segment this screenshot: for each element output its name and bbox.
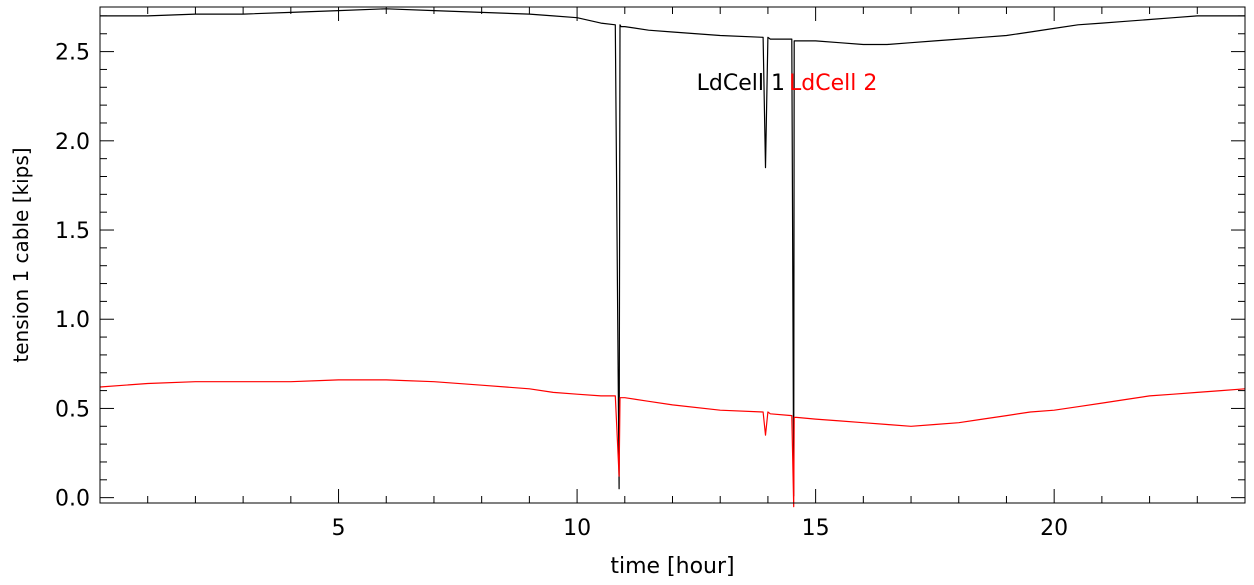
x-tick-label: 15 xyxy=(802,516,830,541)
x-tick-label: 5 xyxy=(332,516,346,541)
plot-series-group xyxy=(99,8,1246,508)
series-line-1 xyxy=(100,8,1245,497)
y-tick-label: 0.5 xyxy=(55,397,90,422)
axis-tick-labels-group: 5 10 15 20 0.0 0.5 1.0 1.5 2.0 2.5 xyxy=(55,41,1068,541)
y-tick-label: 1.5 xyxy=(55,219,90,244)
plot-frame xyxy=(99,6,1246,504)
y-tick-label: 2.5 xyxy=(55,41,90,66)
y-tick-label: 0.0 xyxy=(55,487,90,512)
x-axis-label: time [hour] xyxy=(610,554,734,579)
series-line-2 xyxy=(99,379,1246,508)
axis-ticks-group xyxy=(100,7,1245,503)
y-tick-label: 2.0 xyxy=(55,130,90,155)
y-tick-label: 1.0 xyxy=(55,308,90,333)
x-tick-label: 10 xyxy=(563,516,591,541)
legend-label-ldcell-2: LdCell 2 xyxy=(789,71,877,96)
x-tick-label: 20 xyxy=(1040,516,1068,541)
legend-label-ldcell-1: LdCell 1 xyxy=(697,71,785,96)
legend: LdCell 1 LdCell 2 xyxy=(697,71,878,96)
y-axis-label: tension 1 cable [kips] xyxy=(9,147,33,362)
